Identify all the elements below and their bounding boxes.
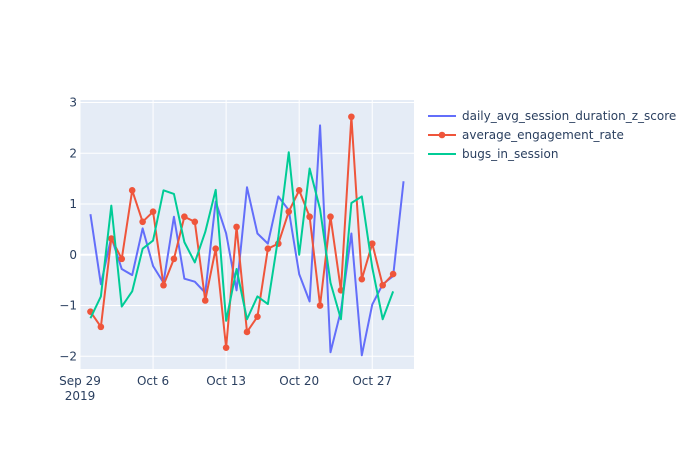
series-point [97, 323, 105, 331]
series-line [89, 115, 394, 349]
series-point [108, 235, 115, 242]
legend-item[interactable]: bugs_in_session [428, 147, 558, 161]
x-tick-label: Sep 29 [59, 374, 101, 388]
series-point [285, 208, 293, 215]
series-point [295, 187, 303, 194]
y-tick-label: 0 [69, 248, 77, 262]
series-line [89, 124, 405, 357]
series-point [254, 313, 261, 321]
series-point [160, 281, 167, 289]
series-point [191, 218, 199, 226]
legend-label: bugs_in_session [462, 147, 558, 161]
series-point [149, 208, 157, 215]
series-bugs_in_session [89, 151, 395, 322]
series-point [128, 187, 136, 194]
series-point [316, 302, 324, 309]
series-point [264, 245, 272, 253]
series-point [212, 245, 219, 253]
series-point [181, 213, 188, 221]
series-daily_avg_session_duration_z_score [89, 124, 405, 357]
series-point [201, 297, 209, 304]
y-tick-label: 1 [69, 197, 77, 211]
x-tick-sublabel: 2019 [65, 389, 96, 403]
series-point [243, 328, 251, 336]
x-tick-label: Oct 20 [279, 374, 319, 388]
series-line [89, 151, 395, 322]
x-tick-label: Oct 27 [352, 374, 392, 388]
legend-item[interactable]: daily_avg_session_duration_z_score [428, 109, 676, 123]
y-tick-label: −2 [59, 349, 77, 363]
series-point [139, 218, 146, 226]
series-point [348, 113, 355, 121]
series-point [368, 240, 376, 247]
y-tick-label: −1 [59, 299, 77, 313]
x-tick-label: Oct 13 [206, 374, 246, 388]
legend-marker [438, 131, 446, 139]
y-tick-label: 2 [69, 146, 77, 160]
series-point [170, 255, 178, 263]
y-tick-label: 3 [69, 96, 77, 110]
series-layer [87, 113, 405, 357]
legend-label: average_engagement_rate [462, 128, 624, 142]
series-average_engagement_rate [87, 113, 397, 351]
series-point [379, 281, 386, 289]
series-point [306, 213, 313, 221]
legend-item[interactable]: average_engagement_rate [428, 128, 624, 142]
series-point [327, 213, 334, 221]
series-point [233, 223, 240, 231]
series-point [118, 255, 126, 263]
series-point [389, 270, 397, 278]
series-point [222, 344, 230, 351]
series-point [358, 275, 366, 283]
x-tick-label: Oct 6 [137, 374, 169, 388]
legend-label: daily_avg_session_duration_z_score [462, 109, 676, 123]
legend[interactable]: daily_avg_session_duration_z_scoreaverag… [428, 109, 676, 161]
